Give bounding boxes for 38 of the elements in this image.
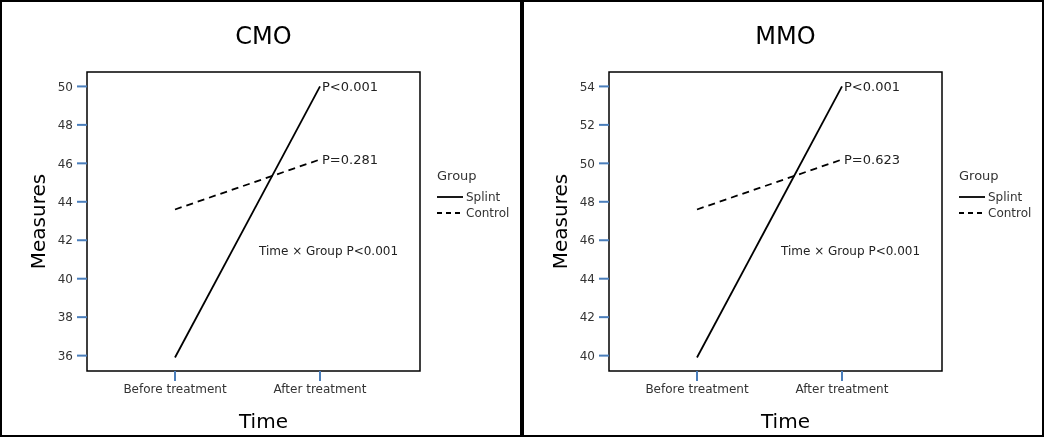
y-tick-label: 38 <box>57 310 73 325</box>
x-axis-title: Time <box>238 409 288 433</box>
annotation: P<0.001 <box>844 78 900 94</box>
y-tick-label: 50 <box>57 79 73 94</box>
legend-label: Control <box>988 206 1032 221</box>
y-tick-label: 44 <box>57 194 73 209</box>
y-tick-label: 40 <box>579 348 595 363</box>
annotation: Time × Group P<0.001 <box>258 244 399 258</box>
chart-title: MMO <box>755 22 816 50</box>
y-tick-label: 42 <box>579 310 595 325</box>
y-tick-label: 46 <box>579 233 595 248</box>
y-tick-label: 40 <box>57 271 73 286</box>
x-axis-title: Time <box>760 409 810 433</box>
y-tick-label: 46 <box>57 156 73 171</box>
y-tick-label: 52 <box>579 118 595 133</box>
y-axis-title: Measures <box>26 173 50 270</box>
y-tick-label: 48 <box>57 118 73 133</box>
y-tick-label: 50 <box>579 156 595 171</box>
legend-label: Splint <box>466 190 501 205</box>
legend-label: Splint <box>988 190 1023 205</box>
y-tick-label: 36 <box>57 348 73 363</box>
x-tick-label: Before treatment <box>645 382 749 396</box>
y-tick-label: 48 <box>579 194 595 209</box>
legend-label: Control <box>466 206 510 221</box>
annotation: Time × Group P<0.001 <box>780 244 921 258</box>
y-tick-label: 44 <box>579 271 595 286</box>
y-tick-label: 42 <box>57 233 73 248</box>
legend-title: Group <box>959 168 999 183</box>
annotation: P=0.623 <box>844 152 900 168</box>
annotation: P<0.001 <box>322 78 378 94</box>
x-tick-label: After treatment <box>273 382 367 396</box>
y-axis-title: Measures <box>548 173 572 270</box>
x-tick-label: Before treatment <box>123 382 227 396</box>
chart-title: CMO <box>235 22 292 50</box>
annotation: P=0.281 <box>322 152 378 168</box>
x-tick-label: After treatment <box>795 382 889 396</box>
legend-title: Group <box>437 168 477 183</box>
y-tick-label: 54 <box>579 79 595 94</box>
